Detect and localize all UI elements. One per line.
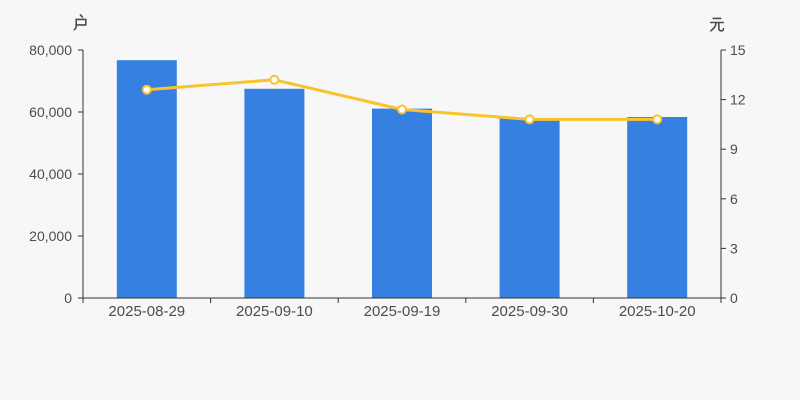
price-point-2025-10-20[interactable] [652, 114, 663, 125]
left-axis-unit-glyph [73, 14, 87, 31]
left-axis-tick-label: 40,000 [29, 166, 72, 182]
right-axis-tick-label: 3 [730, 240, 738, 256]
right-axis-unit-glyph [709, 17, 725, 32]
right-axis-tick-label: 6 [730, 191, 738, 207]
price-point-2025-09-10[interactable] [269, 74, 280, 85]
right-axis-tick-label: 15 [730, 42, 746, 58]
left-axis-tick-label: 0 [64, 290, 72, 306]
left-axis-tick-label: 60,000 [29, 104, 72, 120]
x-axis-tick-label: 2025-08-29 [108, 303, 185, 320]
x-axis-tick-label: 2025-09-30 [491, 303, 568, 320]
price-point-2025-08-29[interactable] [141, 84, 152, 95]
bar-2025-09-10[interactable] [244, 88, 305, 299]
left-axis-tick-label: 80,000 [29, 42, 72, 58]
axis-labels: 0 20,000 40,000 60,000 80,000 0 3 6 9 12 15 2025-08… [29, 42, 746, 320]
price-point-2025-09-19[interactable] [397, 104, 407, 115]
x-axis-tick-label: 2025-09-19 [364, 303, 441, 320]
right-axis-tick-label: 9 [730, 141, 738, 157]
price-point-2025-09-30[interactable] [524, 114, 535, 125]
left-axis-tick-label: 20,000 [29, 228, 72, 244]
bar-2025-10-20[interactable] [627, 117, 688, 298]
x-axis-tick-label: 2025-09-10 [236, 303, 313, 320]
axes [78, 49, 726, 303]
bar-2025-09-30[interactable] [499, 118, 560, 299]
right-axis-tick-label: 0 [730, 290, 738, 306]
right-axis-tick-label: 12 [730, 92, 746, 108]
bar-2025-08-29[interactable] [116, 60, 177, 299]
bar-2025-09-19[interactable] [372, 108, 432, 298]
x-axis-tick-label: 2025-10-20 [619, 303, 696, 320]
